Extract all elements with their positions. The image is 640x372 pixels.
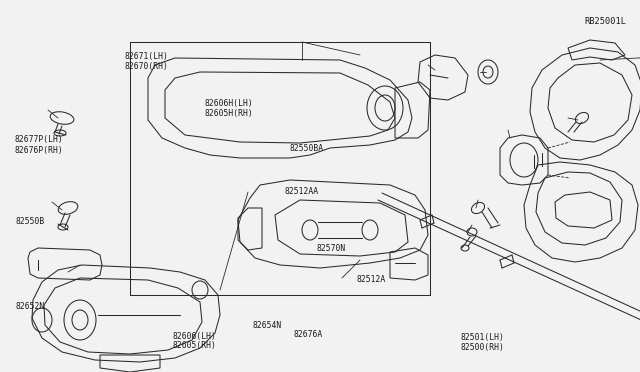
Text: 82512A: 82512A [356,275,386,284]
Text: 82605(RH): 82605(RH) [173,341,217,350]
Text: 82606(LH): 82606(LH) [173,332,217,341]
Text: 82670(RH): 82670(RH) [125,62,169,71]
Text: 82512AA: 82512AA [285,187,319,196]
Text: 82676A: 82676A [293,330,323,339]
Text: 82605H(RH): 82605H(RH) [205,109,253,118]
Text: 82671(LH): 82671(LH) [125,52,169,61]
Text: 82501(LH): 82501(LH) [461,333,505,342]
Text: 82677P(LH): 82677P(LH) [14,135,63,144]
Text: 82652N: 82652N [16,302,45,311]
Text: 82676P(RH): 82676P(RH) [14,146,63,155]
Text: 82500(RH): 82500(RH) [461,343,505,352]
Text: RB25001L: RB25001L [584,17,626,26]
Text: 82550BA: 82550BA [289,144,323,153]
Text: 82606H(LH): 82606H(LH) [205,99,253,108]
Text: 82654N: 82654N [253,321,282,330]
Text: 82570N: 82570N [317,244,346,253]
Text: 82550B: 82550B [16,217,45,226]
